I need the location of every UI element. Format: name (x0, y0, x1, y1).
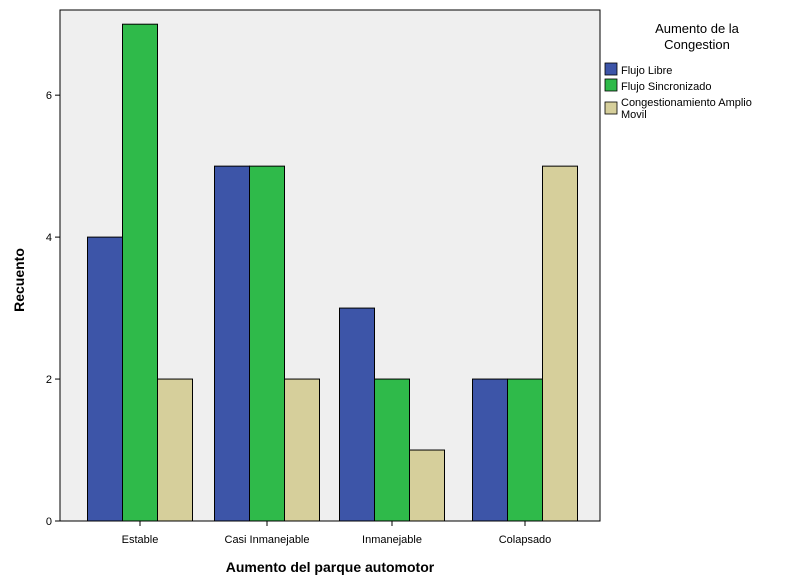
bar-1-1 (249, 165, 285, 522)
bar-3-0 (472, 378, 508, 522)
bars-group (87, 23, 578, 522)
bar-0-0 (87, 236, 123, 522)
x-tick-label-3: Colapsado (499, 534, 552, 546)
x-tick-label-2: Inmanejable (362, 534, 422, 546)
bar-2-0 (339, 307, 375, 522)
bar-1-2 (284, 378, 320, 522)
x-axis-title: Aumento del parque automotor (226, 559, 435, 575)
legend-label-flujo-libre: Flujo Libre (621, 65, 672, 77)
x-tick-label-1: Casi Inmanejable (225, 534, 310, 546)
legend-swatch-flujo-sincronizado (604, 78, 618, 92)
legend-label-congestionamiento-line-1: Congestionamiento Amplio (621, 97, 752, 109)
legend-title-line-1: Aumento de la (655, 21, 740, 36)
x-tick-label-0: Estable (122, 534, 159, 546)
legend-label-flujo-sincronizado: Flujo Sincronizado (621, 81, 712, 93)
x-axis: Estable Casi Inmanejable Inmanejable Colaps… (122, 521, 552, 546)
legend-swatch-flujo-libre (604, 62, 618, 76)
bar-0-1 (122, 23, 158, 522)
legend-title-line-2: Congestion (664, 37, 730, 52)
y-tick-label-3: 6 (46, 90, 52, 102)
y-tick-label-2: 4 (46, 232, 52, 244)
y-axis-title: Recuento (11, 248, 27, 312)
bar-2-1 (374, 378, 410, 522)
bar-0-2 (157, 378, 193, 522)
bar-3-1 (507, 378, 543, 522)
bar-2-2 (409, 449, 445, 522)
y-tick-label-0: 0 (46, 516, 52, 528)
y-tick-label-1: 2 (46, 374, 52, 386)
legend-label-congestionamiento-line-2: Movil (621, 109, 647, 121)
bar-3-2 (542, 165, 578, 522)
bar-1-0 (214, 165, 250, 522)
y-axis: 0 2 4 6 (46, 90, 60, 528)
legend-swatch-congestionamiento (604, 101, 618, 115)
legend: Aumento de la Congestion Flujo Libre Flu… (604, 21, 752, 121)
